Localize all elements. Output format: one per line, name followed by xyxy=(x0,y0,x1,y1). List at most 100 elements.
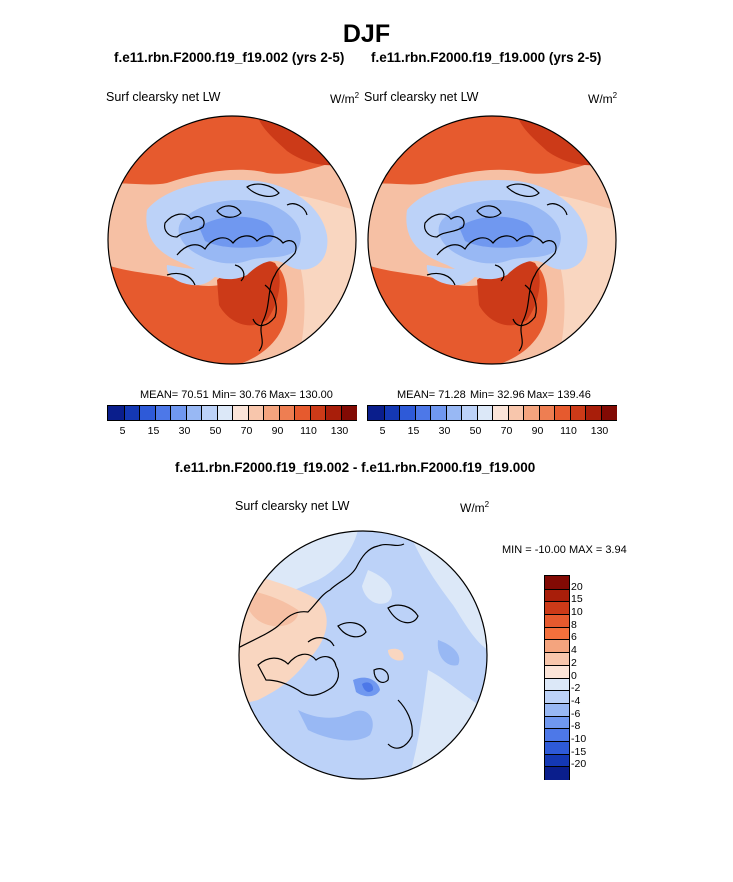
colorbar-swatch xyxy=(545,626,569,641)
colorbar-swatch xyxy=(325,406,342,420)
colorbar-swatch xyxy=(545,677,569,692)
colorbar-swatch xyxy=(232,406,249,420)
panel3-minmax: MIN = -10.00 MAX = 3.94 xyxy=(502,544,627,556)
panel1-max: Max= 130.00 xyxy=(269,389,333,401)
panel3-variable-label: Surf clearsky net LW xyxy=(235,499,350,513)
colorbar-tick-label: -20 xyxy=(571,758,587,771)
colorbar-tick-label: -6 xyxy=(571,707,581,720)
colorbar-swatch xyxy=(476,406,493,420)
colorbar-tick-label: 5 xyxy=(119,425,126,437)
panel2-polar-map xyxy=(367,115,617,365)
colorbar-tick-label: 15 xyxy=(571,593,583,606)
colorbar-tick-label: 6 xyxy=(571,631,577,644)
colorbar-tick-label: 8 xyxy=(571,618,577,631)
colorbar-swatch xyxy=(545,766,569,780)
colorbar-tick-label: 15 xyxy=(147,425,160,437)
panel1-units: W/m2 xyxy=(330,91,360,106)
colorbar-swatch xyxy=(263,406,280,420)
colorbar-tick-label: -15 xyxy=(571,745,587,758)
colorbar-tick-label: -10 xyxy=(571,732,587,745)
panel1-min: Min= 30.76 xyxy=(212,389,267,401)
colorbar-swatch xyxy=(278,406,295,420)
panel2-variable-label: Surf clearsky net LW xyxy=(364,90,479,104)
colorbar-tick-label: 2 xyxy=(571,656,577,669)
colorbar-tick-label: 5 xyxy=(379,425,386,437)
figure-title: DJF xyxy=(342,20,391,48)
colorbar-tick-label: 110 xyxy=(560,425,577,437)
colorbar-tick-label: 30 xyxy=(178,425,191,437)
colorbar-swatch xyxy=(545,664,569,679)
colorbar-swatch xyxy=(545,715,569,730)
colorbar-tick-label: -4 xyxy=(571,694,581,707)
panel1-case-title: f.e11.rbn.F2000.f19_f19.002 (yrs 2-5) xyxy=(114,50,345,65)
panel2-max: Max= 139.46 xyxy=(527,389,591,401)
panel3-case-title: f.e11.rbn.F2000.f19_f19.002 - f.e11.rbn.… xyxy=(175,460,536,475)
colorbar-swatch xyxy=(247,406,264,420)
panel1-mean: MEAN= 70.51 xyxy=(140,389,209,401)
colorbar-swatch xyxy=(492,406,509,420)
panel1-polar-map xyxy=(107,115,357,365)
colorbar-swatch xyxy=(383,406,400,420)
colorbar-swatch xyxy=(545,753,569,768)
colorbar-swatch xyxy=(294,406,311,420)
colorbar-swatch xyxy=(545,639,569,654)
colorbar-swatch xyxy=(201,406,218,420)
panel2-units: W/m2 xyxy=(588,91,618,106)
colorbar-swatch xyxy=(523,406,540,420)
colorbar-swatch xyxy=(545,728,569,742)
colorbar-swatch xyxy=(545,702,569,717)
colorbar-swatch xyxy=(545,576,569,589)
panel3-polar-map xyxy=(238,530,488,780)
colorbar-swatch xyxy=(538,406,555,420)
colorbar-tick-label: 50 xyxy=(209,425,222,437)
panel3-units: W/m2 xyxy=(460,500,490,515)
colorbar-tick-label: 20 xyxy=(571,580,583,593)
colorbar-tick-label: 90 xyxy=(531,425,544,437)
colorbar-swatch xyxy=(585,406,602,420)
colorbar-tick-label: 90 xyxy=(271,425,284,437)
colorbar-swatch xyxy=(399,406,416,420)
colorbar-swatch xyxy=(445,406,462,420)
colorbar-tick-label: 4 xyxy=(571,644,577,657)
colorbar-swatch xyxy=(554,406,571,420)
colorbar-swatch xyxy=(545,601,569,616)
panel1-variable-label: Surf clearsky net LW xyxy=(106,90,221,104)
colorbar-tick-label: -8 xyxy=(571,720,581,733)
colorbar-tick-label: 30 xyxy=(438,425,451,437)
colorbar-swatch xyxy=(569,406,586,420)
colorbar-swatch xyxy=(461,406,478,420)
panel2-colorbar xyxy=(367,405,617,421)
colorbar-swatch xyxy=(600,406,617,420)
colorbar-swatch xyxy=(368,406,384,420)
colorbar-tick-label: 70 xyxy=(500,425,513,437)
colorbar-swatch xyxy=(545,588,569,603)
colorbar-tick-label: 0 xyxy=(571,669,577,682)
colorbar-swatch xyxy=(309,406,326,420)
colorbar-swatch xyxy=(154,406,171,420)
panel1-colorbar xyxy=(107,405,357,421)
panel2-min: Min= 32.96 xyxy=(470,389,525,401)
colorbar-swatch xyxy=(545,652,569,666)
colorbar-swatch xyxy=(507,406,524,420)
panel2-case-title: f.e11.rbn.F2000.f19_f19.000 (yrs 2-5) xyxy=(371,50,602,65)
colorbar-tick-label: 130 xyxy=(590,425,609,437)
colorbar-swatch xyxy=(108,406,124,420)
colorbar-swatch xyxy=(170,406,187,420)
colorbar-swatch xyxy=(545,614,569,628)
colorbar-tick-label: -2 xyxy=(571,682,581,695)
colorbar-tick-label: 110 xyxy=(300,425,317,437)
colorbar-swatch xyxy=(340,406,357,420)
colorbar-swatch xyxy=(139,406,156,420)
colorbar-swatch xyxy=(185,406,202,420)
colorbar-tick-label: 50 xyxy=(469,425,482,437)
colorbar-swatch xyxy=(216,406,233,420)
colorbar-tick-label: 10 xyxy=(571,606,583,619)
colorbar-tick-label: 70 xyxy=(240,425,253,437)
colorbar-swatch xyxy=(430,406,447,420)
colorbar-swatch xyxy=(414,406,431,420)
colorbar-swatch xyxy=(545,740,569,755)
panel3-colorbar xyxy=(544,575,570,780)
panel2-mean: MEAN= 71.28 xyxy=(397,389,466,401)
colorbar-tick-label: 130 xyxy=(330,425,349,437)
colorbar-swatch xyxy=(545,690,569,704)
